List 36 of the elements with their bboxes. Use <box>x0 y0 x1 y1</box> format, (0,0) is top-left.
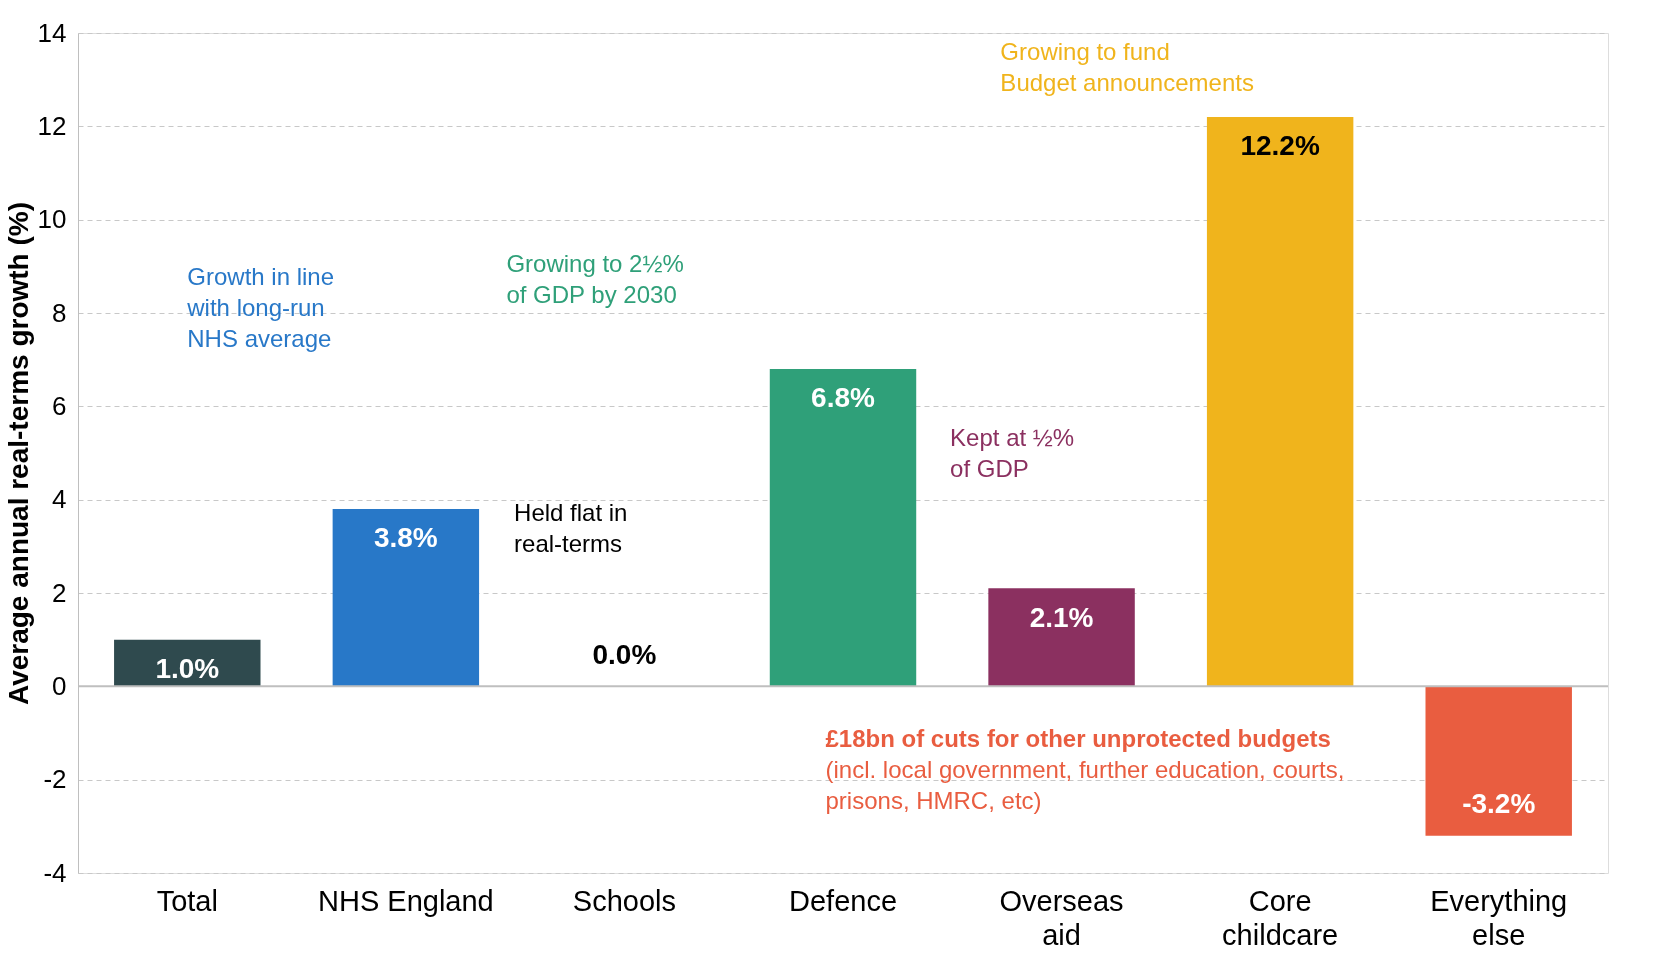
annotation: Growth in line with long-run NHS average <box>186 263 335 353</box>
bar <box>332 509 480 687</box>
annotation: £18bn of cuts for other unprotected budgets (incl. local government, further education, courts, prisons, HMRC, etc) <box>825 725 1345 814</box>
y-tick-label: -2 <box>43 764 67 795</box>
x-tick-label: Everything else <box>1430 884 1568 951</box>
annotation: Growing to 2½% of GDP by 2030 <box>506 249 684 308</box>
x-tick-label: Defence <box>788 884 898 917</box>
y-tick-label: 12 <box>37 110 67 141</box>
x-tick-label: Total <box>156 884 218 917</box>
data-label: 1.0% <box>155 653 220 684</box>
data-label: 0.0% <box>592 639 657 670</box>
y-tick-label: 0 <box>52 670 67 701</box>
bar <box>988 588 1135 687</box>
bar <box>1206 117 1354 687</box>
data-label: 2.1% <box>1029 601 1094 633</box>
x-tick-label: Core childcare <box>1222 884 1339 951</box>
annotation: Kept at ½% of GDP <box>950 424 1075 482</box>
y-tick-label: 4 <box>52 484 67 515</box>
y-tick-label: 2 <box>52 577 67 608</box>
x-tick-label: Schools <box>572 884 677 917</box>
annotation: Held flat in real-terms <box>514 499 628 558</box>
y-tick-label: 10 <box>37 204 67 235</box>
x-tick-label: Overseas aid <box>999 884 1124 951</box>
annotation: Growing to fund Budget announcements <box>1000 38 1254 97</box>
x-tick-label: NHS England <box>318 884 494 917</box>
data-label: 12.2% <box>1240 130 1320 162</box>
y-tick-label: 14 <box>37 17 67 48</box>
data-label: 6.8% <box>811 382 876 414</box>
bar <box>1425 686 1572 836</box>
y-axis-title: Average annual real-terms growth (%) <box>2 201 34 706</box>
y-tick-label: -4 <box>43 857 67 888</box>
y-tick-label: 6 <box>52 390 67 421</box>
y-tick-label: 8 <box>52 297 67 328</box>
data-label: -3.2% <box>1462 788 1536 820</box>
data-label: 3.8% <box>373 522 438 554</box>
bar <box>769 369 917 687</box>
